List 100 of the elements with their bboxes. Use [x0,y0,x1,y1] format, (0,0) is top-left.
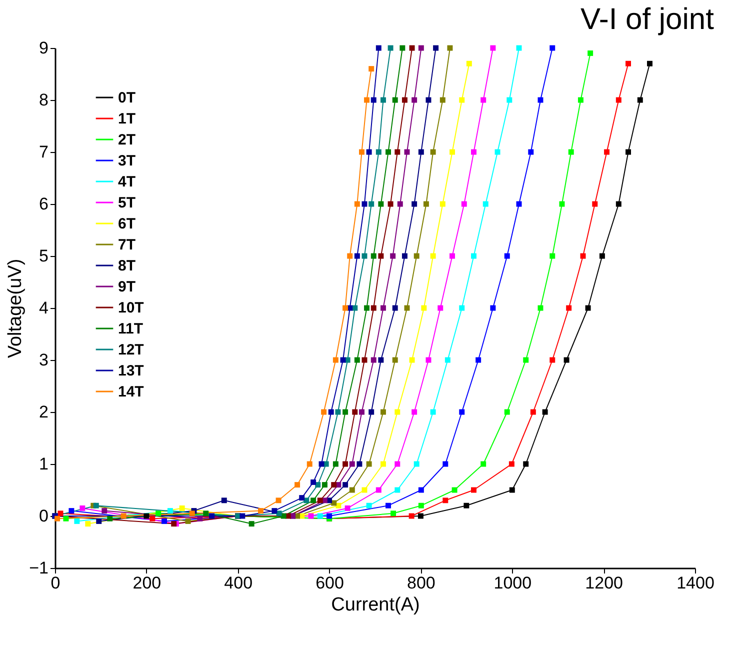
point [74,518,80,524]
point [167,508,173,514]
point [394,487,400,493]
legend-label: 3T [118,152,136,170]
point [203,510,209,516]
point [418,45,424,51]
y-tick-label: 7 [39,142,48,162]
point [585,305,591,311]
x-tick-label: 200 [132,574,162,592]
point [354,201,360,207]
point [366,502,372,508]
point [376,149,382,155]
point [321,409,327,415]
point [440,201,446,207]
point [397,201,403,207]
legend-label: 9T [118,278,136,296]
point [240,513,246,519]
point [362,253,368,259]
point [566,305,572,311]
point [306,461,312,467]
point [626,149,631,155]
point [221,498,227,504]
point [380,409,386,415]
point [368,409,374,415]
point [476,357,482,363]
point [433,45,439,51]
point [336,502,342,508]
point [450,149,455,155]
y-tick-label: 0 [39,506,48,526]
legend-label: 1T [118,110,136,128]
point [368,201,374,207]
point [359,409,364,415]
point [506,97,512,103]
point [426,357,432,363]
point [359,149,364,155]
point [380,305,386,311]
point [366,149,372,155]
point [392,97,398,103]
point [444,357,450,363]
y-tick-label: 4 [39,298,48,318]
point [162,518,167,524]
point [344,505,350,511]
y-tick-label: 9 [39,38,48,58]
point [390,253,396,259]
legend-label: 13T [118,362,144,380]
point [418,502,424,508]
point [376,487,382,493]
point [58,510,64,516]
point [276,498,282,504]
point [394,149,400,155]
x-tick-label: 1200 [585,574,623,592]
point [542,409,548,415]
point [430,253,436,259]
point [440,97,446,103]
legend-label: 10T [118,300,144,316]
point [409,357,415,363]
legend-label: 14T [118,384,144,400]
x-tick-label: 1000 [494,574,532,592]
point [63,516,69,522]
y-tick-label: 5 [39,246,48,266]
point [480,461,486,467]
y-tick-label: 3 [39,350,48,370]
point [538,97,544,103]
point [394,461,400,467]
point [370,305,376,311]
point [342,305,348,311]
point [616,97,622,103]
point [426,97,432,103]
legend-label: 2T [118,132,136,148]
point [400,45,406,51]
point [504,253,510,259]
point [550,45,556,51]
x-tick-label: 400 [224,574,253,592]
point [464,502,470,508]
x-axis-title: Current(A) [331,594,420,616]
point [335,409,341,415]
point [299,495,305,501]
point [438,305,444,311]
point [362,201,368,207]
point [185,518,191,524]
point [102,508,108,514]
point [54,516,60,522]
point [461,201,467,207]
y-tick-label: 6 [39,194,48,214]
legend-label: 11T [118,320,144,338]
legend-label: 6T [118,216,136,232]
point [459,409,465,415]
point [368,66,374,72]
point [209,513,215,519]
point [588,50,594,56]
point [412,201,418,207]
point [362,357,368,363]
y-tick-label: 8 [39,90,48,110]
point [331,482,337,488]
point [471,253,476,259]
point [328,409,334,415]
point [294,482,300,488]
point [326,513,332,519]
point [392,305,398,311]
point [592,201,598,207]
